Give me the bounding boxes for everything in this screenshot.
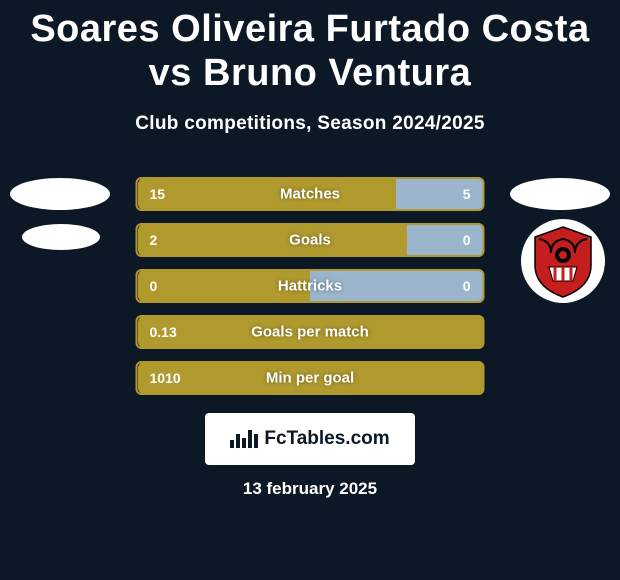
stat-value-left: 0.13 [150, 324, 177, 340]
stat-bar: Matches 15 5 [138, 178, 483, 210]
stat-label: Goals per match [251, 324, 369, 341]
fctables-bars-icon [230, 430, 258, 448]
comparison-chart: Matches 15 5 Goals 2 0 Hattricks 0 0 Goals per ma… [0, 171, 620, 401]
stat-label: Hattricks [278, 278, 342, 295]
page-title: Soares Oliveira Furtado Costa vs Bruno V… [0, 0, 620, 95]
fctables-brand-text: FcTables.com [264, 428, 389, 450]
stat-bar: Goals per match 0.13 [138, 316, 483, 348]
bar-left-segment [138, 178, 397, 210]
date-label: 13 february 2025 [0, 479, 620, 499]
bar-right-segment [407, 224, 483, 256]
stat-bar: Hattricks 0 0 [138, 270, 483, 302]
stat-bar: Min per goal 1010 [138, 362, 483, 394]
stat-row: Goals per match 0.13 [10, 309, 610, 355]
stat-value-right: 0 [463, 232, 471, 248]
stat-row: Hattricks 0 0 [10, 263, 610, 309]
stat-label: Min per goal [266, 370, 354, 387]
stat-row: Min per goal 1010 [10, 355, 610, 401]
stat-row: Matches 15 5 [10, 171, 610, 217]
stat-label: Goals [289, 232, 331, 249]
stat-value-left: 1010 [150, 370, 181, 386]
stat-value-left: 15 [150, 186, 166, 202]
stat-value-right: 5 [463, 186, 471, 202]
stat-value-right: 0 [463, 278, 471, 294]
stat-value-left: 2 [150, 232, 158, 248]
bar-left-segment [138, 224, 407, 256]
stat-row: Goals 2 0 [10, 217, 610, 263]
subtitle: Club competitions, Season 2024/2025 [0, 113, 620, 135]
stat-value-left: 0 [150, 278, 158, 294]
stat-bar: Goals 2 0 [138, 224, 483, 256]
fctables-badge: FcTables.com [205, 413, 415, 465]
stat-label: Matches [280, 186, 340, 203]
